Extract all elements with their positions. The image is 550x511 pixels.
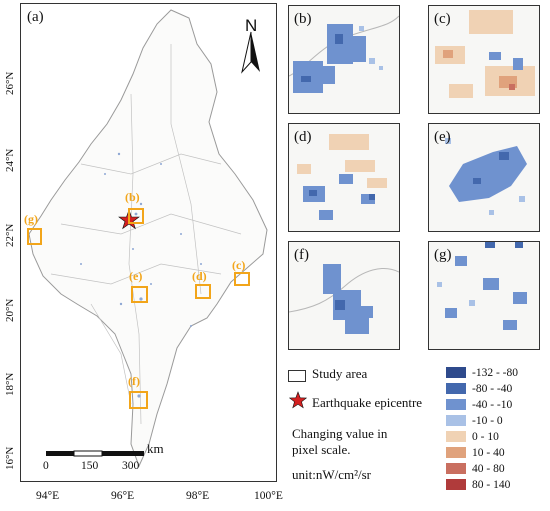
inset-box-label-f: (f) [128,374,140,388]
lon-tick-94: 94°E [36,490,60,502]
inset-box-e [131,286,148,303]
swatch-2 [446,399,466,410]
panel-b: (b) [288,5,400,114]
lat-tick-16: 16°N [4,446,16,470]
lat-tick-26: 26°N [4,71,16,95]
swatch-7 [446,479,466,490]
panel-c: (c) [428,5,540,114]
swatch-label-7: 80 - 140 [472,479,511,491]
panel-label-e: (e) [434,129,451,145]
panel-label-d: (d) [294,129,312,145]
main-map-panel: (a) N km 0 150 300 (g) (b) (e) (d) (c) (… [20,3,277,482]
scale-label-0: 0 [43,460,49,472]
panel-label-c: (c) [434,11,451,27]
legend-epicentre: Earthquake epicentre [312,395,423,410]
inset-box-label-d: (d) [192,269,207,283]
inset-box-c [234,272,250,286]
swatch-label-4: 0 - 10 [472,431,499,443]
panel-label-f: (f) [294,247,309,263]
lon-tick-100: 100°E [254,490,283,502]
lat-tick-22: 22°N [4,223,16,247]
inset-box-label-c: (c) [232,258,246,272]
swatch-label-3: -10 - 0 [472,415,503,427]
panel-e: (e) [428,123,540,232]
swatch-label-5: 10 - 40 [472,447,505,459]
north-arrow [241,31,260,74]
lon-tick-96: 96°E [111,490,135,502]
study-area-swatch [288,370,306,382]
north-label: N [245,16,258,35]
swatch-0 [446,367,466,378]
scale-label-150: 150 [81,460,99,472]
panel-f: (f) [288,241,400,350]
lat-tick-20: 20°N [4,298,16,322]
epicentre-legend-icon [289,391,307,409]
panel-g: (g) [428,241,540,350]
swatch-4 [446,431,466,442]
swatch-label-1: -80 - -40 [472,383,513,395]
lat-tick-24: 24°N [4,148,16,172]
swatch-3 [446,415,466,426]
inset-box-label-b: (b) [125,190,140,204]
panel-label-g: (g) [434,247,452,263]
swatch-label-2: -40 - -10 [472,399,513,411]
swatch-6 [446,463,466,474]
inset-box-d [195,284,211,299]
legend-unit: unit:nW/cm²/sr [292,467,371,482]
study-area-outline [28,9,268,468]
swatch-5 [446,447,466,458]
lat-tick-18: 18°N [4,372,16,396]
legend-pixel-scale: pixel scale. [292,442,351,457]
swatch-1 [446,383,466,394]
legend-study-area: Study area [312,366,368,381]
swatch-label-6: 40 - 80 [472,463,505,475]
panel-d: (d) [288,123,400,232]
inset-box-b [128,208,144,224]
swatch-label-0: -132 - -80 [472,367,518,379]
inset-box-f [129,391,148,409]
legend-changing: Changing value in [292,426,388,441]
inset-box-g [27,228,42,245]
myanmar-map [28,9,268,468]
panel-label-b: (b) [294,11,312,27]
scale-bar [46,450,144,457]
scale-unit: km [147,441,164,456]
inset-box-label-e: (e) [129,269,143,283]
panel-label-a: (a) [27,9,44,25]
scale-label-300: 300 [122,460,140,472]
inset-box-label-g: (g) [24,212,38,226]
lon-tick-98: 98°E [186,490,210,502]
